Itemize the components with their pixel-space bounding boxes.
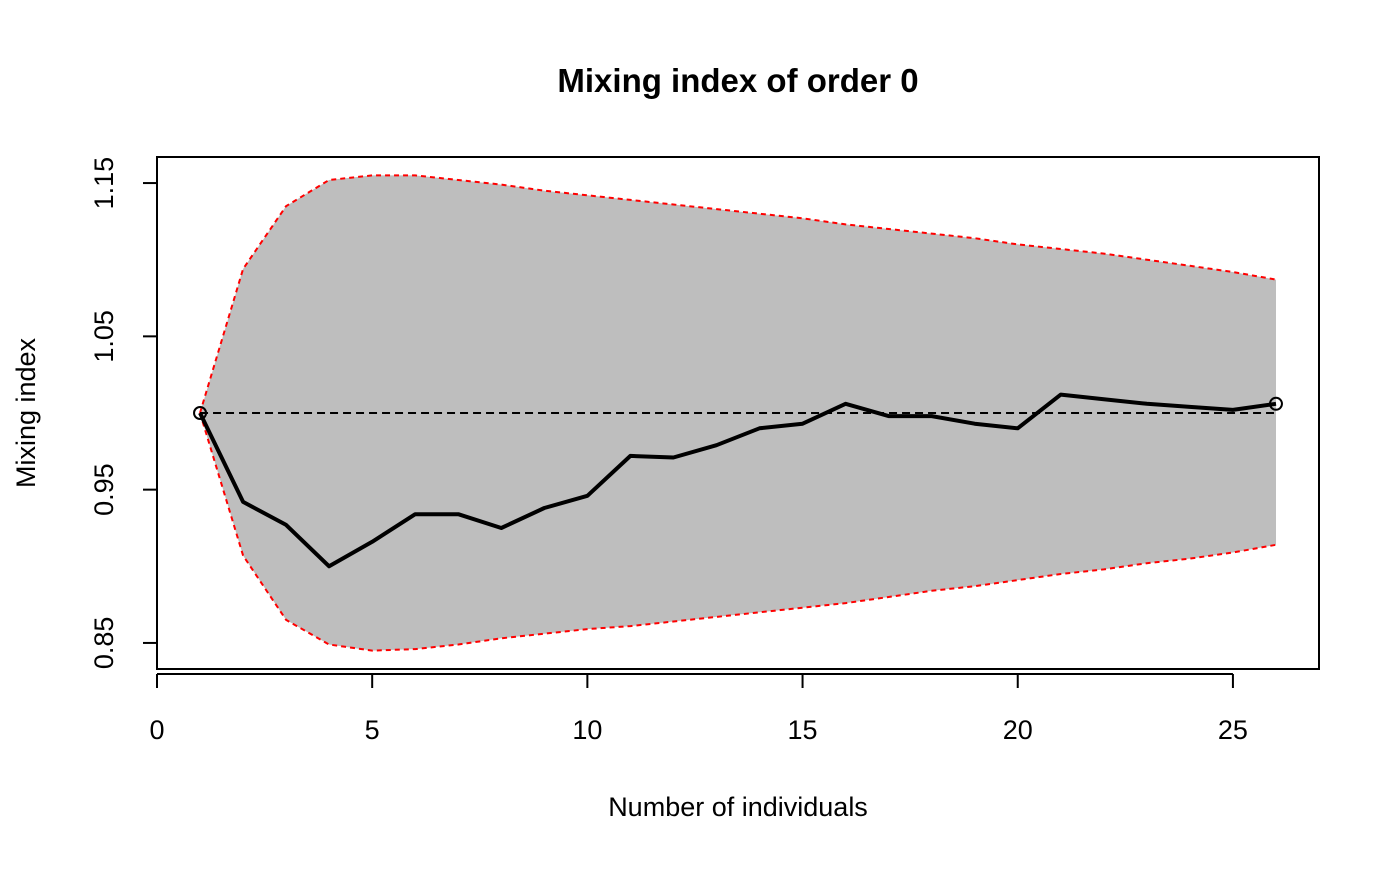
plot-area <box>193 174 1283 652</box>
x-tick-label: 0 <box>149 715 164 745</box>
x-tick-label: 20 <box>1003 715 1033 745</box>
end-marker-0 <box>193 406 208 420</box>
x-tick-label: 10 <box>572 715 602 745</box>
y-axis: 0.85 0.95 1.05 1.15 <box>89 157 158 670</box>
y-tick-label: 1.05 <box>89 310 119 363</box>
end-marker-1 <box>1268 396 1283 411</box>
envelope-upper-line <box>199 174 1277 414</box>
x-tick-label: 15 <box>788 715 818 745</box>
x-axis-label: Number of individuals <box>608 792 868 822</box>
chart-title: Mixing index of order 0 <box>557 62 918 99</box>
y-tick-label: 0.85 <box>89 617 119 670</box>
y-axis-label: Mixing index <box>11 337 41 488</box>
x-tick-label: 25 <box>1218 715 1248 745</box>
y-tick-label: 0.95 <box>89 463 119 516</box>
series-line-0 <box>198 392 1277 569</box>
x-tick-label: 5 <box>365 715 380 745</box>
y-tick-label: 1.15 <box>89 157 119 210</box>
envelope-lower-line <box>199 412 1277 652</box>
x-axis: 0 5 10 15 20 25 <box>149 673 1248 745</box>
